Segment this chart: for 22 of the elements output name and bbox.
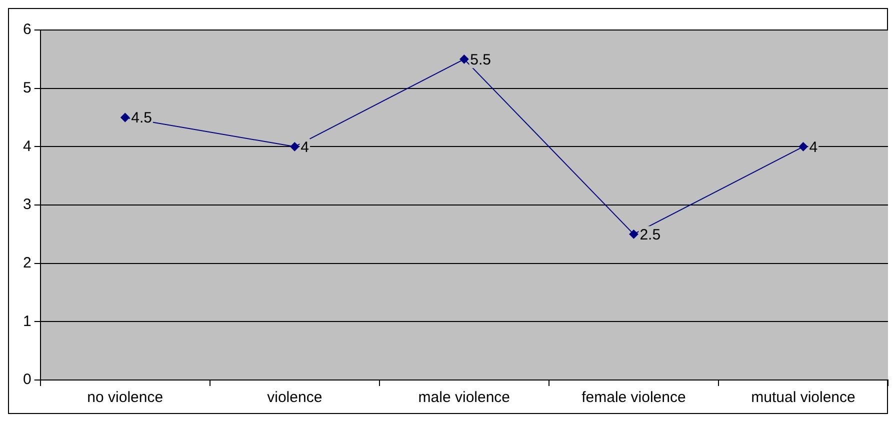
data-label: 2.5 [640, 226, 661, 244]
point [120, 113, 130, 122]
point [798, 142, 808, 152]
x-tick-label: female violence [582, 389, 686, 406]
y-tick-label: 0 [23, 371, 32, 388]
point [290, 142, 300, 152]
x-tick-label: no violence [87, 389, 164, 406]
point [460, 54, 469, 64]
x-tick-label: male violence [418, 389, 510, 406]
y-tick-label: 4 [23, 138, 32, 155]
x-tick-label: mutual violence [751, 389, 856, 406]
y-tick-label: 5 [23, 79, 32, 96]
x-tick-label: violence [267, 389, 322, 406]
y-tick-label: 3 [23, 196, 32, 214]
y-tick-label: 6 [23, 21, 32, 38]
data-label: 5.5 [470, 51, 492, 68]
data-label: 4.5 [131, 110, 152, 127]
y-tick-label: 2 [23, 254, 32, 272]
point [629, 230, 638, 239]
data-label: 4 [300, 138, 309, 156]
y-tick-label: 1 [23, 312, 32, 330]
data-label: 4 [809, 138, 818, 156]
